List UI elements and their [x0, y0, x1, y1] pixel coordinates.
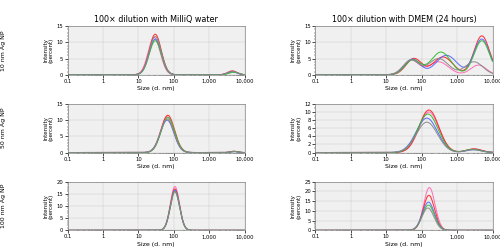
- Y-axis label: Intensity
(percent): Intensity (percent): [291, 116, 302, 141]
- Y-axis label: Intensity
(percent): Intensity (percent): [43, 193, 54, 219]
- Text: 100 nm Ag NP: 100 nm Ag NP: [1, 184, 6, 228]
- Y-axis label: Intensity
(percent): Intensity (percent): [291, 38, 302, 63]
- Y-axis label: Intensity
(percent): Intensity (percent): [43, 38, 54, 63]
- X-axis label: Size (d. nm): Size (d. nm): [385, 86, 423, 91]
- Y-axis label: Intensity
(percent): Intensity (percent): [43, 116, 54, 141]
- X-axis label: Size (d. nm): Size (d. nm): [137, 86, 175, 91]
- X-axis label: Size (d. nm): Size (d. nm): [385, 242, 423, 247]
- Title: 100× dilution with DMEM (24 hours): 100× dilution with DMEM (24 hours): [332, 15, 476, 24]
- X-axis label: Size (d. nm): Size (d. nm): [137, 242, 175, 247]
- Y-axis label: Intensity
(percent): Intensity (percent): [291, 193, 302, 219]
- Title: 100× dilution with MilliQ water: 100× dilution with MilliQ water: [94, 15, 218, 24]
- X-axis label: Size (d. nm): Size (d. nm): [137, 164, 175, 169]
- Text: 50 nm Ag NP: 50 nm Ag NP: [1, 108, 6, 148]
- Text: 10 nm Ag NP: 10 nm Ag NP: [1, 30, 6, 71]
- X-axis label: Size (d. nm): Size (d. nm): [385, 164, 423, 169]
